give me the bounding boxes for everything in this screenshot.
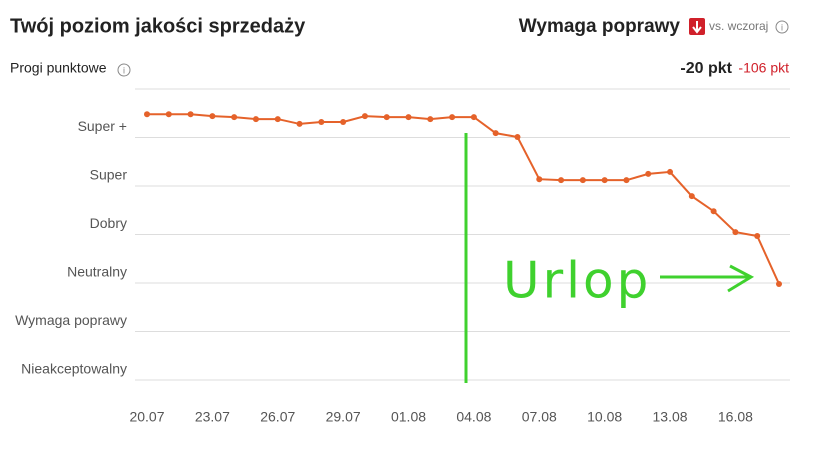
point — [427, 116, 434, 123]
point — [383, 114, 390, 121]
point — [645, 170, 652, 177]
point — [361, 113, 368, 120]
point — [776, 280, 782, 287]
point — [165, 111, 172, 118]
comparison: vs. wczoraj — [709, 19, 768, 33]
point — [274, 116, 281, 123]
point — [623, 177, 630, 184]
point — [470, 114, 477, 121]
point — [405, 114, 412, 121]
point — [667, 168, 674, 175]
point — [340, 118, 347, 125]
info-icon[interactable] — [775, 20, 789, 34]
x-tick-label: 16.08 — [718, 409, 753, 425]
point — [187, 111, 194, 118]
point — [601, 177, 608, 184]
y-tick-label: Dobry — [90, 215, 127, 231]
point — [688, 193, 695, 200]
point — [144, 111, 150, 118]
status: Wymaga poprawy — [519, 16, 681, 37]
y-tick-label: Neutralny — [67, 264, 127, 280]
x-tick-label: 23.07 — [195, 409, 230, 425]
x-tick-label: 10.08 — [587, 409, 622, 425]
point — [514, 134, 521, 141]
x-tick-label: 04.08 — [456, 409, 491, 425]
point — [449, 114, 456, 121]
score: -20 pkt — [680, 60, 732, 77]
x-tick-label: 20.07 — [129, 409, 164, 425]
point — [579, 177, 586, 184]
point — [558, 177, 565, 184]
point — [231, 114, 238, 121]
point — [318, 118, 325, 125]
point — [536, 176, 543, 183]
x-tick-label: 26.07 — [260, 409, 295, 425]
info-i: i — [123, 65, 125, 75]
point — [209, 113, 216, 120]
x-tick-label: 29.07 — [326, 409, 361, 425]
y-axis-label: Progi punktowe — [10, 60, 107, 76]
annotation: Urlop — [503, 252, 651, 310]
point — [492, 130, 499, 137]
line — [147, 113, 780, 285]
point — [754, 232, 761, 239]
point — [252, 116, 259, 123]
y-tick-label: Super + — [78, 118, 127, 134]
annotation-arrow — [660, 264, 755, 293]
point — [732, 229, 739, 236]
change: -106 pkt — [738, 60, 789, 76]
down-arrow — [692, 21, 702, 34]
y-tick-label: Nieakceptowalny — [21, 361, 127, 377]
y-tick-label: Super — [90, 167, 128, 183]
point — [710, 208, 717, 215]
x-tick-label: 07.08 — [522, 409, 557, 425]
info-i: i — [781, 22, 783, 32]
info-icon[interactable] — [117, 63, 131, 77]
point — [296, 120, 303, 127]
y-tick-label: Wymaga poprawy — [15, 312, 127, 328]
x-tick-label: 13.08 — [653, 409, 688, 425]
x-tick-label: 01.08 — [391, 409, 426, 425]
chart-title: Twój poziom jakości sprzedaży — [10, 15, 306, 37]
